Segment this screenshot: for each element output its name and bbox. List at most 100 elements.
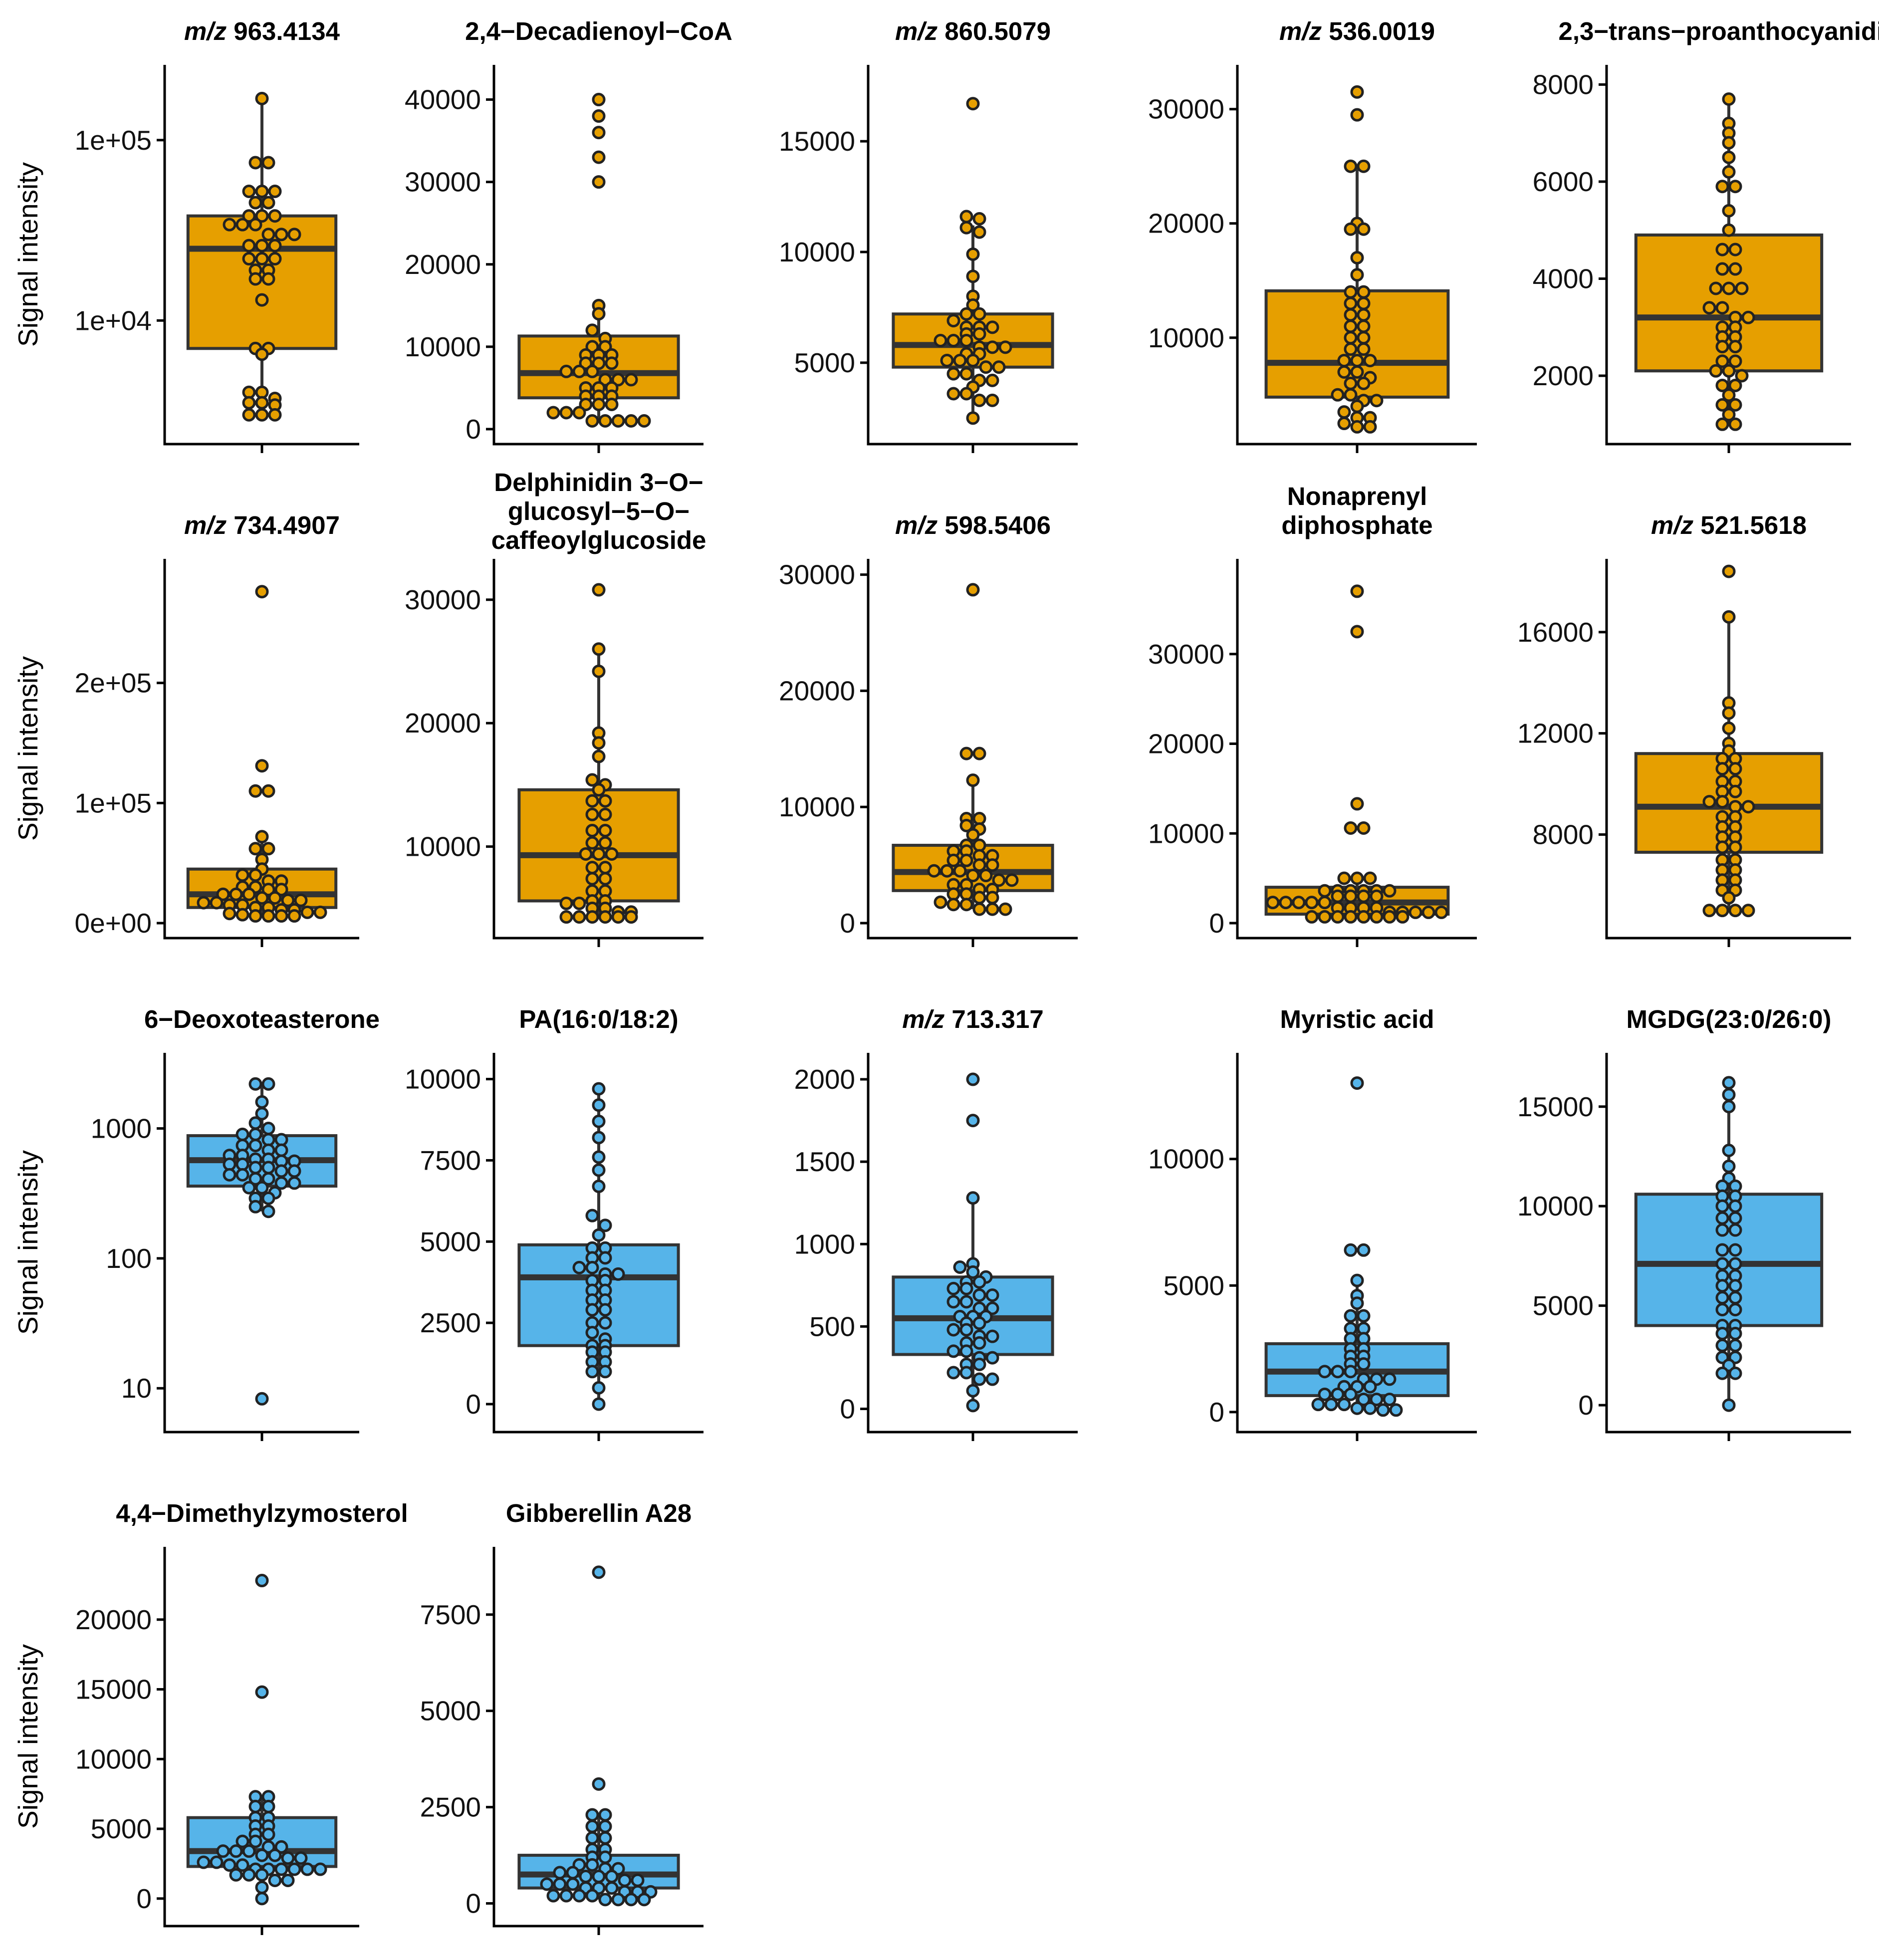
data-point bbox=[985, 320, 999, 334]
data-point bbox=[592, 642, 606, 656]
data-point bbox=[592, 126, 606, 140]
data-point bbox=[274, 228, 288, 242]
y-tick-label: 15000 bbox=[779, 126, 855, 157]
panel-p2: 0 10000 20000 30000 40000 2,4−Decadienoyl−CoA bbox=[405, 17, 732, 453]
y-tick-label: 1500 bbox=[794, 1146, 855, 1177]
data-point bbox=[281, 893, 295, 907]
iqr-box bbox=[1634, 233, 1824, 373]
data-point bbox=[572, 1889, 586, 1903]
data-point bbox=[985, 858, 999, 872]
y-tick-label: 5000 bbox=[794, 347, 855, 378]
data-point bbox=[966, 247, 980, 261]
data-point bbox=[248, 909, 262, 923]
data-point bbox=[268, 184, 282, 198]
data-point bbox=[605, 1881, 619, 1895]
data-point bbox=[255, 184, 269, 198]
y-tick-label: 0 bbox=[1209, 908, 1224, 939]
data-point bbox=[959, 818, 973, 832]
data-point bbox=[605, 356, 619, 370]
data-point bbox=[559, 910, 573, 924]
data-point bbox=[248, 1200, 262, 1214]
axis-lines bbox=[163, 1053, 359, 1434]
data-point bbox=[1370, 889, 1384, 903]
data-point bbox=[946, 1295, 960, 1309]
data-point bbox=[1357, 222, 1371, 236]
data-point bbox=[1715, 1303, 1729, 1317]
data-point bbox=[261, 909, 275, 923]
data-point bbox=[1715, 840, 1729, 854]
data-point bbox=[592, 1082, 606, 1096]
data-point bbox=[1722, 408, 1736, 422]
data-point bbox=[592, 1114, 606, 1128]
y-tick-label: 30000 bbox=[779, 559, 855, 590]
data-point bbox=[618, 1873, 632, 1887]
panel-p13: 0 500 1000 1500 2000 m/z 713.317 bbox=[794, 1005, 1078, 1441]
data-point bbox=[979, 360, 993, 374]
data-point bbox=[242, 184, 256, 198]
y-tick-label: 0 bbox=[466, 1389, 481, 1420]
data-point bbox=[624, 373, 638, 387]
data-point bbox=[559, 406, 573, 420]
data-point bbox=[1715, 398, 1729, 412]
y-tick-label: 1e+05 bbox=[75, 125, 152, 156]
data-point bbox=[1715, 1366, 1729, 1380]
data-point bbox=[959, 210, 973, 224]
data-point bbox=[598, 1303, 612, 1317]
data-point bbox=[1728, 1279, 1742, 1293]
data-point bbox=[248, 1161, 262, 1175]
axis-lines bbox=[492, 1053, 704, 1434]
data-point bbox=[1722, 706, 1736, 720]
data-point bbox=[1722, 223, 1736, 237]
data-point bbox=[1370, 910, 1384, 924]
panel-title: MGDG(23:0/26:0) bbox=[1627, 1005, 1832, 1033]
data-point bbox=[985, 1288, 999, 1302]
y-tick-label: 2e+05 bbox=[75, 668, 152, 699]
data-point bbox=[1350, 420, 1364, 434]
data-point bbox=[255, 209, 269, 223]
y-tick-label: 1e+05 bbox=[75, 787, 152, 818]
data-point bbox=[553, 1866, 567, 1880]
data-point bbox=[972, 891, 986, 905]
data-point bbox=[216, 1844, 230, 1858]
data-point bbox=[274, 883, 288, 897]
data-point bbox=[261, 1840, 275, 1854]
data-point bbox=[1715, 1223, 1729, 1237]
data-point bbox=[1350, 108, 1364, 122]
panel-title-text: 6−Deoxoteasterone bbox=[144, 1005, 380, 1033]
data-point bbox=[274, 1164, 288, 1178]
data-point bbox=[1396, 910, 1409, 924]
data-point bbox=[592, 1098, 606, 1112]
y-tick-label: 20000 bbox=[779, 675, 855, 706]
data-point bbox=[274, 1840, 288, 1854]
panel-title: Gibberellin A28 bbox=[506, 1499, 692, 1527]
data-point bbox=[592, 1150, 606, 1164]
data-point bbox=[592, 93, 606, 107]
data-point bbox=[223, 907, 236, 921]
data-point bbox=[1728, 1366, 1742, 1380]
data-point bbox=[261, 1161, 275, 1175]
data-point bbox=[274, 1862, 288, 1876]
data-point bbox=[598, 1251, 612, 1265]
y-tick-label: 10000 bbox=[1148, 818, 1224, 849]
y-tick-label: 10000 bbox=[779, 791, 855, 822]
data-point bbox=[966, 828, 980, 842]
data-point bbox=[1363, 354, 1377, 368]
data-point bbox=[1715, 180, 1729, 194]
data-point bbox=[1344, 159, 1358, 173]
y-tick-label: 7500 bbox=[420, 1599, 481, 1630]
data-point bbox=[1350, 871, 1364, 885]
data-point bbox=[1722, 1144, 1736, 1158]
data-point bbox=[1722, 165, 1736, 179]
data-point bbox=[1279, 896, 1293, 910]
data-point bbox=[1383, 1393, 1397, 1406]
data-point bbox=[611, 1893, 625, 1907]
data-point bbox=[1383, 910, 1397, 924]
data-point bbox=[598, 910, 612, 924]
data-point bbox=[1337, 405, 1351, 419]
data-point bbox=[598, 872, 612, 886]
data-point bbox=[1722, 610, 1736, 624]
y-tick-label: 5000 bbox=[1164, 1270, 1224, 1301]
data-point bbox=[972, 212, 986, 226]
data-point bbox=[1350, 1076, 1364, 1090]
